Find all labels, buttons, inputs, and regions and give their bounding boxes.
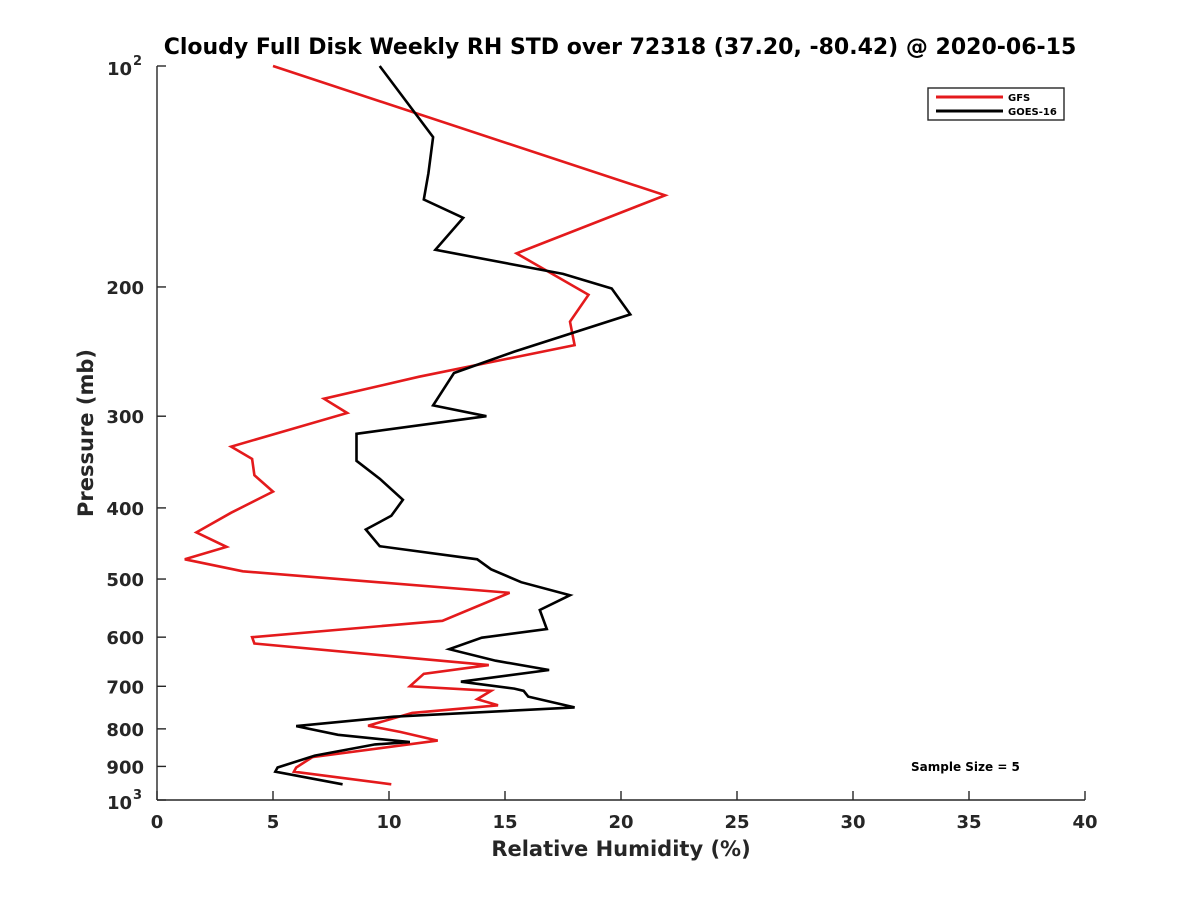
- x-tick-label: 5: [267, 812, 280, 833]
- y-tick-exponent: 2: [133, 54, 142, 69]
- x-axis-label: Relative Humidity (%): [491, 837, 750, 861]
- sample-size-annotation: Sample Size = 5: [911, 760, 1020, 774]
- series-layer: [184, 64, 669, 786]
- series-line-goes16: [273, 65, 633, 786]
- y-tick-label: 900: [106, 757, 144, 778]
- x-tick-label: 30: [840, 812, 865, 833]
- series-line-gfs: [184, 64, 669, 786]
- legend-label-gfs: GFS: [1008, 93, 1030, 104]
- y-axis-label: Pressure (mb): [74, 349, 98, 517]
- y-tick-label: 800: [106, 720, 144, 741]
- x-tick-label: 25: [724, 812, 749, 833]
- y-tick-label: 500: [106, 570, 144, 591]
- y-tick-label: 10: [107, 793, 132, 814]
- x-tick-label: 40: [1072, 812, 1097, 833]
- y-tick-label: 10: [107, 59, 132, 80]
- y-tick-label: 700: [106, 677, 144, 698]
- x-tick-label: 35: [956, 812, 981, 833]
- legend: GFS GOES-16: [927, 87, 1065, 121]
- x-ticks: 0 5 10 15 20 25 30 35 40: [151, 791, 1098, 833]
- legend-box: [927, 87, 1065, 121]
- x-tick-label: 0: [151, 812, 164, 833]
- chart-title: Cloudy Full Disk Weekly RH STD over 7231…: [164, 35, 1077, 60]
- x-tick-label: 15: [492, 812, 517, 833]
- y-tick-label: 400: [106, 499, 144, 520]
- legend-label-goes16: GOES-16: [1008, 107, 1057, 118]
- y-tick-label: 200: [106, 278, 144, 299]
- y-tick-exponent: 3: [133, 788, 142, 803]
- y-tick-label: 300: [106, 407, 144, 428]
- x-tick-label: 20: [608, 812, 633, 833]
- y-tick-label: 600: [106, 628, 144, 649]
- x-tick-label: 10: [376, 812, 401, 833]
